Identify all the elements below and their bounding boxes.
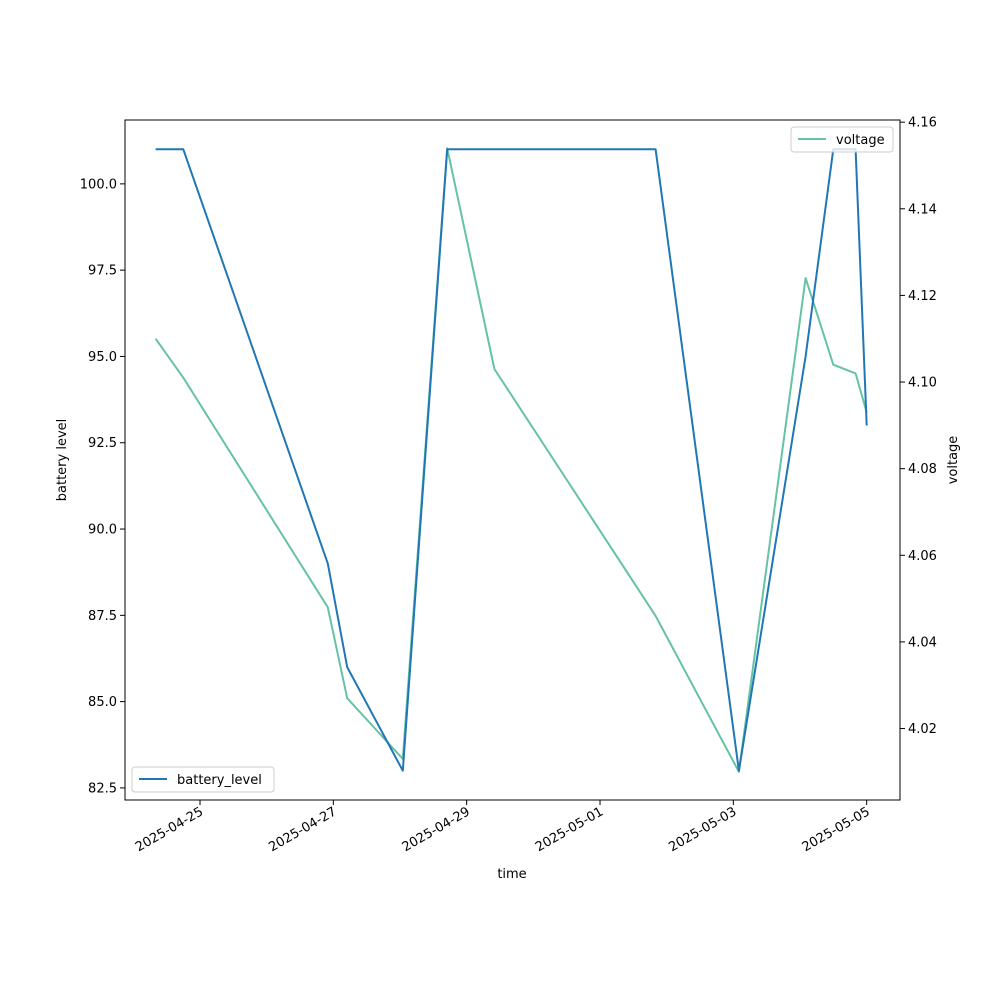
x-tick-label: 2025-05-03 (666, 804, 739, 855)
legend-battery-level-label: battery_level (177, 773, 262, 788)
y-tick-label: 97.5 (88, 264, 117, 279)
series-lines (154, 147, 868, 773)
y2-tick-label: 4.16 (908, 116, 937, 131)
x-tick-label: 2025-04-25 (133, 804, 206, 855)
y-tick-label: 85.0 (88, 695, 117, 710)
series-line-voltage (154, 147, 868, 773)
y-tick-label: 90.0 (88, 523, 117, 538)
x-tick-label: 2025-04-27 (266, 804, 339, 855)
y2-axis-ticks: 4.02 4.04 4.06 4.08 4.10 4.12 4.14 4.16 (900, 116, 937, 737)
y-axis-label: battery level (55, 419, 70, 502)
x-axis-ticks: 2025-04-25 2025-04-27 2025-04-29 2025-05-01… (133, 800, 873, 855)
y-axis-ticks: 82.5 85.0 87.5 90.0 92.5 95.0 97.5 100.0 (80, 177, 125, 796)
y2-axis-label: voltage (946, 436, 961, 485)
y2-tick-label: 4.10 (908, 376, 937, 391)
legend-battery-level: battery_level (131, 766, 275, 793)
y2-tick-label: 4.04 (908, 635, 937, 650)
y2-tick-label: 4.12 (908, 289, 937, 304)
y-tick-label: 100.0 (80, 177, 117, 192)
legend-voltage: voltage (790, 126, 894, 153)
y2-tick-label: 4.08 (908, 462, 937, 477)
x-tick-label: 2025-05-01 (533, 804, 606, 855)
legend-voltage-label: voltage (836, 133, 885, 148)
y2-tick-label: 4.14 (908, 202, 937, 217)
y-tick-label: 95.0 (88, 350, 117, 365)
y2-tick-label: 4.02 (908, 722, 937, 737)
y-tick-label: 92.5 (88, 436, 117, 451)
series-line-battery-level (155, 148, 868, 772)
plot-frame (124, 119, 901, 801)
x-axis-label: time (497, 867, 526, 882)
y-tick-label: 87.5 (88, 609, 117, 624)
y-tick-label: 82.5 (88, 781, 117, 796)
x-tick-label: 2025-04-29 (400, 804, 473, 855)
y2-tick-label: 4.06 (908, 549, 937, 564)
x-tick-label: 2025-05-05 (800, 804, 873, 855)
